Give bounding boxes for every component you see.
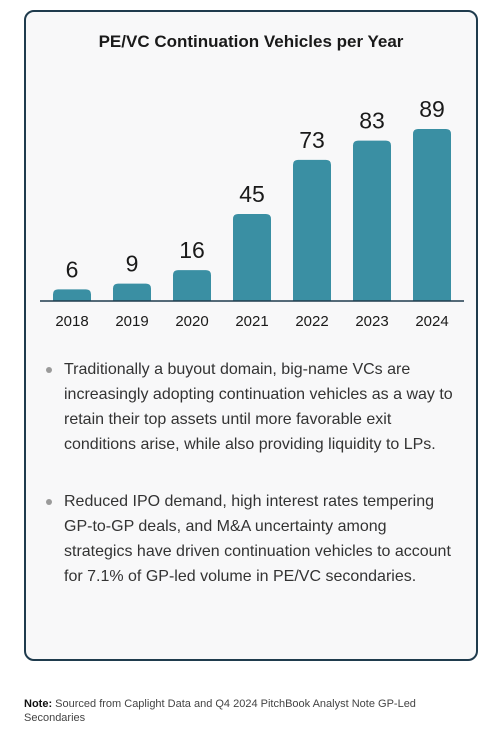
source-note: Note: Sourced from Caplight Data and Q4 …	[24, 697, 474, 725]
bar	[53, 289, 91, 301]
data-label: 16	[179, 237, 205, 263]
chart-card: PE/VC Continuation Vehicles per Year 6 20…	[24, 10, 478, 661]
data-label: 89	[419, 96, 445, 122]
chart-title: PE/VC Continuation Vehicles per Year	[98, 32, 404, 51]
data-label: 9	[126, 251, 139, 277]
bullet-list: Traditionally a buyout domain, big-name …	[44, 357, 454, 589]
bar	[113, 283, 151, 301]
bullet-icon	[46, 499, 52, 505]
data-label: 45	[239, 181, 265, 207]
note-text: Sourced from Caplight Data and Q4 2024 P…	[24, 698, 416, 724]
data-label: 73	[299, 127, 325, 153]
bar	[353, 140, 391, 301]
bar	[233, 214, 271, 301]
bullet-item: Traditionally a buyout domain, big-name …	[44, 357, 454, 457]
x-tick-label: 2018	[55, 313, 88, 330]
bar	[173, 270, 211, 301]
x-tick-label: 2021	[235, 313, 268, 330]
x-tick-label: 2020	[175, 313, 208, 330]
x-tick-label: 2019	[115, 313, 148, 330]
bullet-item: Reduced IPO demand, high interest rates …	[44, 489, 454, 589]
x-tick-label: 2024	[415, 313, 448, 330]
bullet-text: Reduced IPO demand, high interest rates …	[64, 493, 451, 585]
note-label: Note:	[24, 698, 53, 710]
bar	[413, 129, 451, 301]
bar-chart: 6 2018 9 2019 16 2020 45 2021 73 2022 83 2023 89 2024	[40, 96, 464, 330]
data-label: 6	[66, 256, 79, 282]
data-label: 83	[359, 108, 385, 134]
bullet-text: Traditionally a buyout domain, big-name …	[64, 361, 453, 453]
bullet-icon	[46, 367, 52, 373]
x-tick-label: 2023	[355, 313, 388, 330]
x-tick-label: 2022	[295, 313, 328, 330]
bar	[293, 159, 331, 301]
